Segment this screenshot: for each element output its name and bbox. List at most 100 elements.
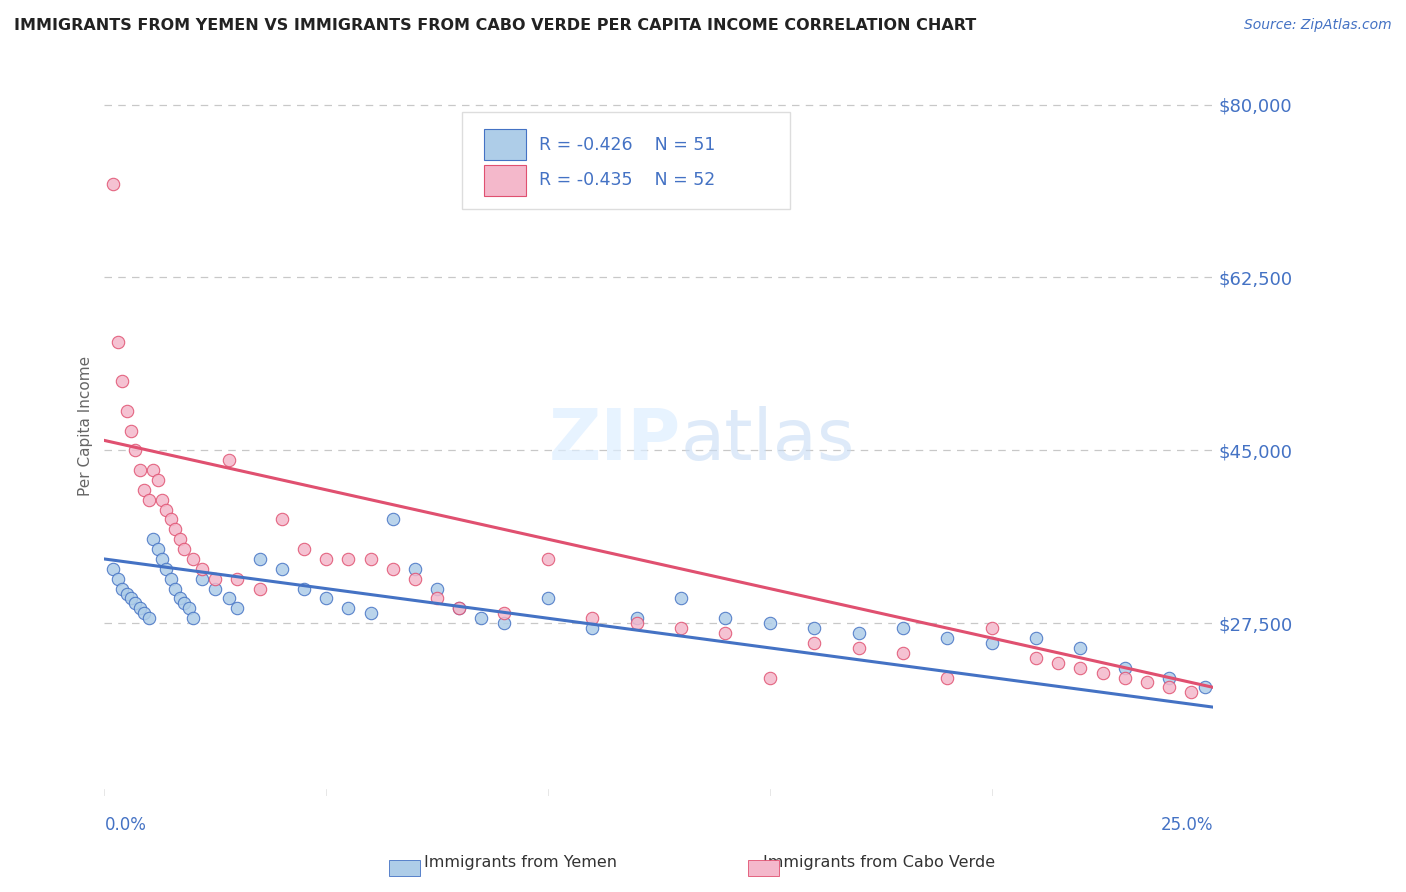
Point <box>142 463 165 477</box>
Point <box>177 601 200 615</box>
Text: Source: ZipAtlas.com: Source: ZipAtlas.com <box>1244 18 1392 32</box>
Point <box>146 542 169 557</box>
Point <box>581 611 603 625</box>
Point <box>404 562 426 576</box>
Point <box>226 601 249 615</box>
Point <box>226 572 249 586</box>
Point <box>115 404 138 418</box>
Text: 25.0%: 25.0% <box>1161 816 1213 834</box>
Point <box>120 424 142 438</box>
Point <box>980 621 1002 635</box>
Point <box>449 601 471 615</box>
Point <box>1136 675 1159 690</box>
FancyBboxPatch shape <box>484 129 526 161</box>
Point <box>404 572 426 586</box>
FancyBboxPatch shape <box>461 112 790 210</box>
Point <box>1047 656 1070 670</box>
Point <box>165 582 187 596</box>
Point <box>848 640 870 655</box>
Point <box>181 611 204 625</box>
Point <box>315 552 337 566</box>
Point <box>492 616 515 631</box>
Text: IMMIGRANTS FROM YEMEN VS IMMIGRANTS FROM CABO VERDE PER CAPITA INCOME CORRELATIO: IMMIGRANTS FROM YEMEN VS IMMIGRANTS FROM… <box>14 18 976 33</box>
Point <box>626 616 648 631</box>
Point <box>803 636 825 650</box>
Point <box>107 334 129 349</box>
Point <box>426 582 449 596</box>
Point <box>936 671 959 685</box>
Point <box>337 601 360 615</box>
Point <box>169 533 191 547</box>
Point <box>103 562 125 576</box>
Point <box>426 591 449 606</box>
Point <box>169 591 191 606</box>
Text: Immigrants from Yemen: Immigrants from Yemen <box>423 855 617 870</box>
Point <box>115 586 138 600</box>
Text: Immigrants from Cabo Verde: Immigrants from Cabo Verde <box>762 855 995 870</box>
Point <box>249 582 271 596</box>
Point <box>150 552 173 566</box>
Point <box>138 611 160 625</box>
Point <box>107 572 129 586</box>
Point <box>1025 650 1047 665</box>
Point <box>848 626 870 640</box>
Point <box>803 621 825 635</box>
Point <box>191 572 214 586</box>
Point <box>181 552 204 566</box>
Point <box>146 473 169 487</box>
Point <box>669 621 692 635</box>
Text: R = -0.426    N = 51: R = -0.426 N = 51 <box>538 136 716 153</box>
Point <box>470 611 492 625</box>
Point <box>191 562 214 576</box>
Point <box>173 597 195 611</box>
Point <box>128 601 150 615</box>
Text: 0.0%: 0.0% <box>104 816 146 834</box>
Point <box>714 611 737 625</box>
Point <box>1069 660 1091 674</box>
Point <box>270 512 292 526</box>
Point <box>138 492 160 507</box>
Point <box>292 582 315 596</box>
Point <box>1180 685 1202 699</box>
Point <box>249 552 271 566</box>
Point <box>103 177 125 191</box>
Point <box>381 562 404 576</box>
Point <box>111 374 134 388</box>
Point <box>492 607 515 621</box>
Point <box>165 522 187 536</box>
Point <box>891 621 914 635</box>
Point <box>128 463 150 477</box>
Point <box>111 582 134 596</box>
Text: R = -0.435    N = 52: R = -0.435 N = 52 <box>538 171 716 189</box>
Point <box>537 591 560 606</box>
Point <box>360 607 382 621</box>
Point <box>134 607 156 621</box>
Point <box>1159 681 1181 695</box>
Point <box>155 502 177 516</box>
Point <box>714 626 737 640</box>
Point <box>315 591 337 606</box>
Text: atlas: atlas <box>681 406 855 475</box>
Point <box>1091 665 1114 680</box>
Point <box>1194 681 1216 695</box>
Point <box>891 646 914 660</box>
Point <box>142 533 165 547</box>
Point <box>160 572 183 586</box>
Point <box>124 443 146 458</box>
Point <box>218 591 240 606</box>
Point <box>1114 660 1136 674</box>
Point <box>1069 640 1091 655</box>
Point <box>669 591 692 606</box>
Point <box>124 597 146 611</box>
Point <box>381 512 404 526</box>
Point <box>150 492 173 507</box>
Text: ZIP: ZIP <box>548 406 681 475</box>
Point <box>449 601 471 615</box>
Point <box>134 483 156 497</box>
Point <box>1114 671 1136 685</box>
Point <box>1025 631 1047 645</box>
Point <box>980 636 1002 650</box>
Point <box>204 572 226 586</box>
Point <box>155 562 177 576</box>
Point <box>160 512 183 526</box>
